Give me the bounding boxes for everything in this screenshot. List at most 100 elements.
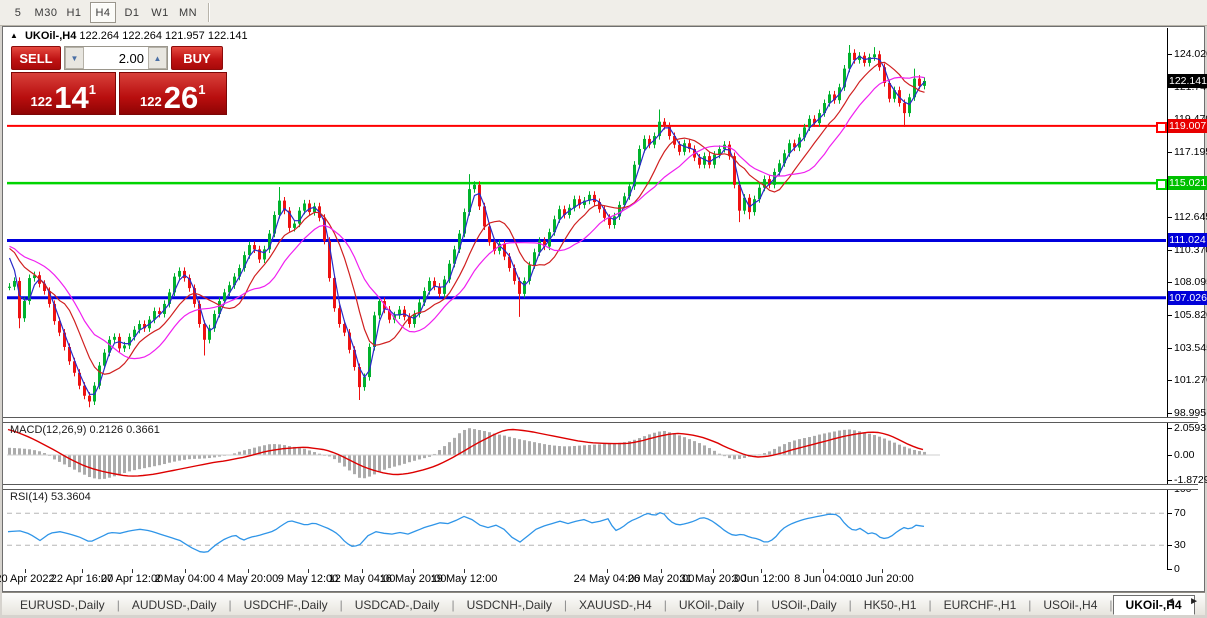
rsi-panel <box>7 511 1166 553</box>
tab-divider: | <box>563 597 568 612</box>
panel-separator[interactable] <box>3 417 1198 423</box>
macd-tick-label: 0.00 <box>1174 449 1195 461</box>
price-tick-label: 117.195 <box>1174 146 1207 158</box>
line-handle[interactable] <box>1156 179 1167 191</box>
price-tick-label: 98.995 <box>1174 407 1207 419</box>
macd-histogram <box>8 428 926 480</box>
date-label: 2 May 04:00 <box>154 573 216 585</box>
date-label: 9 May 12:00 <box>277 573 339 585</box>
chart-tab-eurusd-daily[interactable]: EURUSD-,Daily <box>20 597 105 612</box>
ma-fast-line <box>8 55 925 395</box>
chart-tab-usdchf-daily[interactable]: USDCHF-,Daily <box>243 597 328 612</box>
volume-decrease-button[interactable]: ▼ <box>65 47 84 69</box>
buy-price-tile[interactable]: 122 26 1 <box>118 72 227 115</box>
date-label: 16 May 20:00 <box>379 573 447 585</box>
rsi-tick-label: 0 <box>1174 563 1180 575</box>
timeframe-button-5[interactable]: 5 <box>14 6 22 19</box>
date-label: 4 May 20:00 <box>217 573 279 585</box>
macd-tick-label: 2.0593 <box>1174 422 1207 434</box>
tab-scroll-left-button[interactable]: ◄ <box>1165 596 1176 607</box>
macd-tick-label: -1.8729 <box>1174 474 1207 486</box>
candlestick-series <box>8 44 926 408</box>
volume-input[interactable] <box>84 47 148 69</box>
chart-tab-audusd-daily[interactable]: AUDUSD-,Daily <box>131 597 217 612</box>
price-tick-label: 103.545 <box>1174 342 1207 354</box>
timeframe-button-M30[interactable]: M30 <box>34 6 58 19</box>
timeframe-button-W1[interactable]: W1 <box>151 6 169 19</box>
sell-price-prefix: 122 <box>30 94 53 109</box>
chart-symbol-label: UKOil-,H4 <box>24 30 77 42</box>
date-label: 31 May 20:00 <box>679 573 747 585</box>
buy-price-prefix: 122 <box>140 94 162 109</box>
tab-divider: | <box>116 597 120 612</box>
axis-tick <box>1167 545 1172 546</box>
sell-button[interactable]: SELL <box>11 46 61 70</box>
axis-tick <box>1167 455 1172 456</box>
sell-price-pip: 1 <box>88 82 96 97</box>
chart-tab-usoil-daily[interactable]: USOil-,Daily <box>771 597 837 612</box>
collapse-triangle-icon[interactable]: ▲ <box>10 31 18 40</box>
price-badge-107.026: 107.026 <box>1168 290 1207 305</box>
panel-separator[interactable] <box>3 484 1198 490</box>
axis-tick <box>1167 380 1172 381</box>
axis-tick <box>1167 513 1172 514</box>
date-tick <box>362 569 363 573</box>
toolbar-separator <box>208 3 209 22</box>
date-tick <box>248 569 249 573</box>
chart-tab-usdcnh-daily[interactable]: USDCNH-,Daily <box>466 597 552 612</box>
date-tick <box>132 569 133 573</box>
chart-tab-bar: EURUSD-,Daily | AUDUSD-,Daily | USDCHF-,Dail… <box>2 592 1205 616</box>
date-label: 19 May 12:00 <box>430 573 498 585</box>
chart-tab-usoil-h4[interactable]: USOil-,H4 <box>1043 597 1098 612</box>
axis-tick <box>1167 569 1172 570</box>
date-tick <box>823 569 824 573</box>
price-badge-115.021: 115.021 <box>1168 176 1207 191</box>
price-badge-122.141: 122.141 <box>1168 73 1207 88</box>
date-tick <box>713 569 714 573</box>
sell-price-tile[interactable]: 122 14 1 <box>11 72 116 115</box>
price-tick-label: 124.020 <box>1174 48 1207 60</box>
ma-slow-line <box>9 76 925 360</box>
tab-divider: | <box>339 597 343 612</box>
price-chart-panel <box>7 44 1166 408</box>
axis-tick <box>1167 54 1172 55</box>
timeframe-button-MN[interactable]: MN <box>178 6 198 19</box>
tab-scroll-right-button[interactable]: ► <box>1189 596 1199 607</box>
axis-tick <box>1167 428 1172 429</box>
date-tick <box>82 569 83 573</box>
status-strip <box>0 615 1207 618</box>
buy-button[interactable]: BUY <box>171 46 223 70</box>
rsi-line <box>7 511 925 553</box>
rsi-label: RSI(14) 53.3604 <box>10 491 91 503</box>
chart-tab-xauusd-h4[interactable]: XAUUSD-,H4 <box>579 597 652 612</box>
price-badge-111.024: 111.024 <box>1168 233 1207 248</box>
chart-title: ▲ UKOil-,H4 122.264 122.264 121.957 122.… <box>10 30 248 42</box>
price-tick-label: 105.820 <box>1174 309 1207 321</box>
date-label: 3 Jun 12:00 <box>732 573 790 585</box>
price-badge-119.007: 119.007 <box>1168 118 1207 133</box>
timeframe-button-H1[interactable]: H1 <box>66 6 82 19</box>
chart-tab-ukoil-daily[interactable]: UKOil-,Daily <box>678 597 745 612</box>
buy-price-pip: 1 <box>198 82 206 97</box>
volume-increase-button[interactable]: ▲ <box>148 47 167 69</box>
timeframe-button-H4[interactable]: H4 <box>90 2 116 23</box>
chart-tab-eurchf-h1[interactable]: EURCHF-,H1 <box>943 597 1017 612</box>
date-tick <box>607 569 608 573</box>
date-label: 26 May 20:00 <box>627 573 695 585</box>
timeframe-button-D1[interactable]: D1 <box>124 6 140 19</box>
tab-divider: | <box>451 597 455 612</box>
macd-label: MACD(12,26,9) 0.2126 0.3661 <box>10 424 160 436</box>
chart-tab-ukoil-h4[interactable]: UKOil-,H4 <box>1112 595 1195 615</box>
chart-tab-hk50-h1[interactable]: HK50-,H1 <box>863 597 917 612</box>
date-tick <box>661 569 662 573</box>
tab-scroll-arrows: ◄ ► <box>1165 596 1199 607</box>
date-tick <box>761 569 762 573</box>
date-label: 24 May 04:00 <box>573 573 641 585</box>
rsi-tick-label: 30 <box>1174 539 1186 551</box>
axis-tick <box>1167 413 1172 414</box>
date-tick <box>25 569 26 573</box>
sell-price-main: 14 <box>54 80 89 115</box>
timeframe-toolbar: 5 M30 H1 H4 D1 W1 MN <box>0 0 1207 26</box>
line-handle[interactable] <box>1156 121 1167 133</box>
chart-tab-usdcad-daily[interactable]: USDCAD-,Daily <box>354 597 440 612</box>
